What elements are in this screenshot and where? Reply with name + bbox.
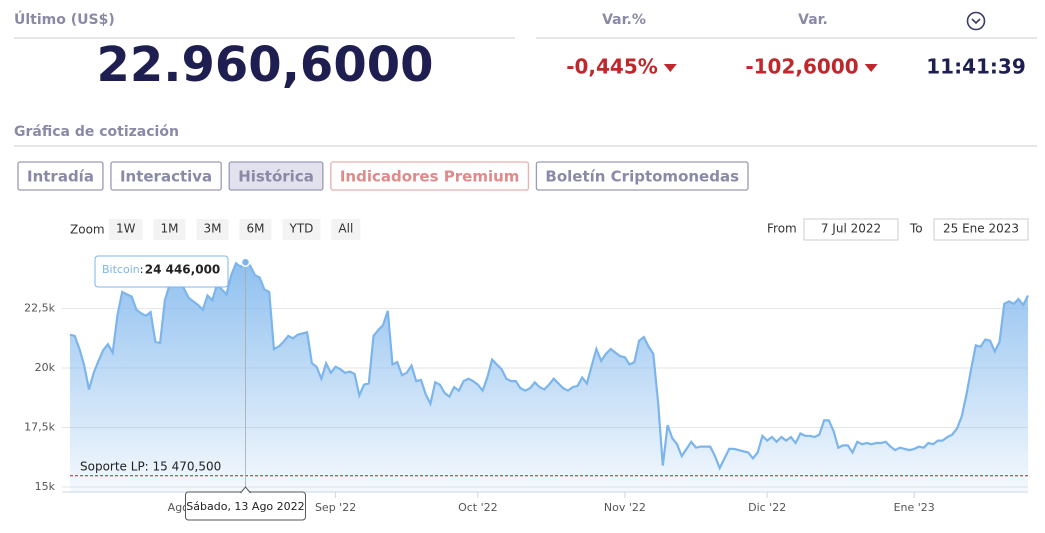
tab[interactable] bbox=[17, 161, 104, 191]
tooltip-colon: : bbox=[140, 263, 144, 276]
line bbox=[69, 260, 1029, 471]
down-arrow bbox=[864, 64, 878, 72]
down-arrow bbox=[663, 64, 677, 72]
date-tooltip-label: Sábado, 13 Ago 2022 bbox=[186, 500, 304, 513]
x-tick-label: Oct '22 bbox=[458, 501, 498, 514]
y-tick-label: 20k bbox=[35, 361, 56, 374]
x-tick-label: Ene '23 bbox=[894, 501, 935, 514]
tab[interactable] bbox=[535, 161, 749, 191]
tooltip bbox=[94, 255, 229, 288]
to-value: 25 Ene 2023 bbox=[943, 222, 1019, 236]
date-tooltip-pointer bbox=[240, 486, 251, 494]
zoom-label: 3M bbox=[204, 222, 222, 236]
last-label: Último (US$) bbox=[14, 10, 115, 28]
from-label: From bbox=[767, 222, 797, 236]
support-label: Soporte LP: 15 470,500 bbox=[80, 459, 221, 473]
tooltip-value: 24 446,000 bbox=[145, 263, 221, 277]
time: 11:41:39 bbox=[926, 55, 1026, 79]
change-label: Var. bbox=[798, 12, 828, 28]
zoom-label: 1M bbox=[161, 222, 179, 236]
zoom-button[interactable] bbox=[196, 219, 229, 240]
change-pct: -0,445% bbox=[566, 55, 658, 79]
from-value: 7 Jul 2022 bbox=[821, 222, 881, 236]
section-title: Gráfica de cotización bbox=[14, 124, 179, 140]
from-input[interactable] bbox=[803, 218, 899, 241]
tab[interactable] bbox=[110, 161, 222, 191]
collapse-icon[interactable] bbox=[966, 11, 986, 31]
tab-label: Interactiva bbox=[120, 168, 212, 186]
tooltip-name: Bitcoin bbox=[102, 263, 140, 276]
to-input[interactable] bbox=[933, 218, 1029, 241]
change-pct-label: Var.% bbox=[602, 12, 646, 28]
y-tick-label: 17,5k bbox=[24, 421, 55, 434]
zoom-label: 1W bbox=[116, 222, 136, 236]
tab-label: Indicadores Premium bbox=[340, 168, 520, 186]
tab[interactable] bbox=[330, 161, 530, 191]
tab[interactable] bbox=[228, 161, 324, 191]
tab-label: Histórica bbox=[238, 168, 314, 186]
area bbox=[70, 262, 1028, 492]
tooltip-marker bbox=[240, 257, 251, 267]
y-tick-label: 15k bbox=[35, 480, 56, 493]
x-tick-label: Dic '22 bbox=[748, 501, 786, 514]
zoom-label: Zoom bbox=[70, 223, 105, 237]
last-value: 22.960,6000 bbox=[96, 37, 433, 93]
zoom-button[interactable] bbox=[239, 219, 272, 240]
tab-label: Boletín Criptomonedas bbox=[545, 168, 739, 186]
zoom-button[interactable] bbox=[109, 219, 143, 240]
zoom-label: 6M bbox=[247, 222, 265, 236]
x-tick-label: Nov '22 bbox=[604, 501, 646, 514]
zoom-button[interactable] bbox=[282, 219, 321, 240]
y-tick-label: 22,5k bbox=[24, 302, 55, 315]
zoom-label: YTD bbox=[289, 222, 314, 236]
x-tick-label: Sep '22 bbox=[315, 501, 356, 514]
zoom-button[interactable] bbox=[331, 219, 361, 240]
to-label: To bbox=[909, 222, 923, 236]
zoom-button[interactable] bbox=[153, 219, 186, 240]
tab-label: Intradía bbox=[27, 168, 94, 186]
change: -102,6000 bbox=[745, 55, 858, 79]
zoom-label: All bbox=[338, 222, 353, 236]
